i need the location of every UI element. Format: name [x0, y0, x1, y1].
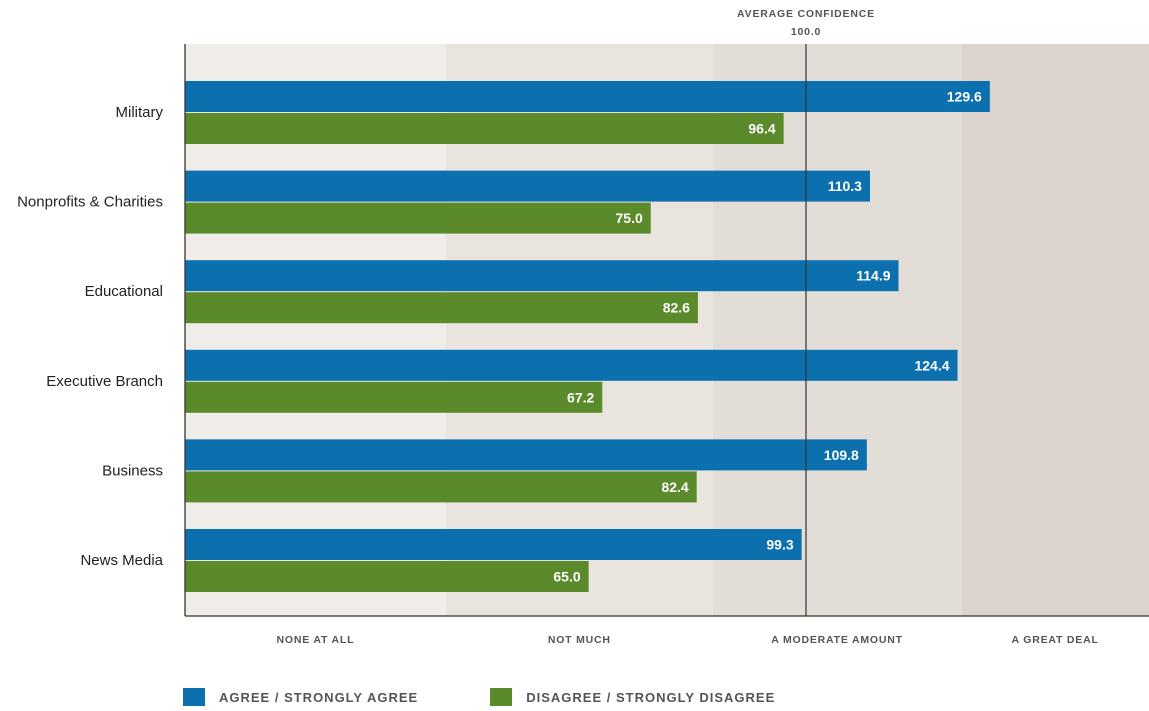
- bar-disagree-2: [185, 292, 698, 323]
- legend-label-disagree: DISAGREE / STRONGLY DISAGREE: [526, 690, 775, 705]
- value-label-disagree-0: 96.4: [748, 121, 775, 137]
- bar-disagree-5: [185, 561, 589, 592]
- bar-agree-2: [185, 260, 899, 291]
- value-label-disagree-3: 67.2: [567, 389, 594, 405]
- value-label-disagree-2: 82.6: [663, 300, 690, 316]
- band-label-0: NONE AT ALL: [276, 634, 354, 646]
- reference-line-label: AVERAGE CONFIDENCE: [737, 8, 875, 20]
- category-label-2: Educational: [85, 283, 163, 300]
- value-label-agree-4: 109.8: [824, 447, 859, 463]
- bar-disagree-0: [185, 113, 784, 144]
- category-label-1: Nonprofits & Charities: [17, 194, 163, 211]
- bar-agree-0: [185, 81, 990, 112]
- bar-disagree-4: [185, 471, 697, 502]
- category-labels: Military Nonprofits & Charities Educationa…: [17, 104, 164, 569]
- confidence-bar-chart: 129.6 96.4 110.3 75.0 114.9 82.6 124.4 67.2 109.…: [0, 0, 1149, 680]
- bar-disagree-1: [185, 203, 651, 234]
- band-labels: NONE AT ALL NOT MUCH A MODERATE AMOUNT A GR…: [276, 634, 1098, 646]
- legend: AGREE / STRONGLY AGREE DISAGREE / STRONG…: [183, 688, 847, 706]
- bar-agree-4: [185, 439, 867, 470]
- legend-swatch-disagree: [490, 688, 512, 706]
- value-label-disagree-1: 75.0: [616, 210, 643, 226]
- value-label-agree-0: 129.6: [947, 89, 982, 105]
- band-label-1: NOT MUCH: [548, 634, 611, 646]
- legend-item-agree: AGREE / STRONGLY AGREE: [183, 688, 418, 706]
- value-label-agree-1: 110.3: [828, 178, 862, 194]
- legend-item-disagree: DISAGREE / STRONGLY DISAGREE: [490, 688, 775, 706]
- bar-agree-1: [185, 171, 870, 202]
- value-label-agree-2: 114.9: [856, 268, 890, 284]
- value-label-agree-5: 99.3: [766, 537, 793, 553]
- reference-line-value: 100.0: [791, 26, 821, 38]
- value-label-agree-3: 124.4: [914, 357, 949, 373]
- band-label-2: A MODERATE AMOUNT: [771, 634, 903, 646]
- band-label-3: A GREAT DEAL: [1012, 634, 1099, 646]
- category-label-3: Executive Branch: [46, 373, 163, 390]
- category-label-4: Business: [102, 462, 163, 479]
- category-label-5: News Media: [80, 552, 163, 569]
- legend-swatch-agree: [183, 688, 205, 706]
- legend-label-agree: AGREE / STRONGLY AGREE: [219, 690, 418, 705]
- bar-agree-3: [185, 350, 958, 381]
- value-label-disagree-4: 82.4: [661, 479, 688, 495]
- value-label-disagree-5: 65.0: [553, 569, 580, 585]
- bar-agree-5: [185, 529, 802, 560]
- category-label-0: Military: [116, 104, 164, 121]
- bar-disagree-3: [185, 382, 602, 413]
- band-3: [961, 44, 1149, 616]
